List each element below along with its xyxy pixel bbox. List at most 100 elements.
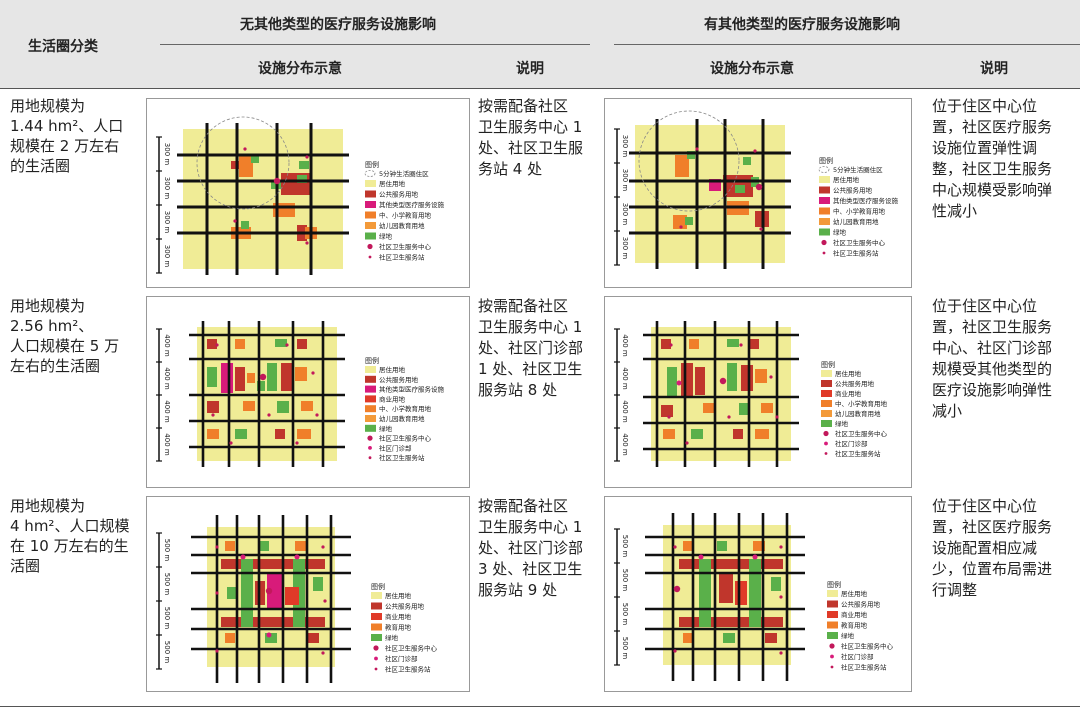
facility-dot — [285, 343, 289, 347]
row2-note-right: 位于住区中心位 置，社区卫生服务 中心、社区门诊部 规模受其他类型的 医疗设施影… — [932, 297, 1053, 420]
legend-title: 图例 — [371, 582, 385, 591]
land-use-patch — [281, 363, 293, 391]
scale-label: 500 m — [621, 569, 629, 592]
legend-swatch — [821, 400, 832, 407]
land-use-patch — [695, 367, 705, 395]
facility-dot — [259, 373, 267, 381]
facility-dot — [323, 599, 327, 603]
legend-swatch — [371, 602, 382, 610]
facility-dot — [295, 441, 299, 445]
legend-swatch — [365, 366, 376, 373]
land-use-patch — [241, 221, 249, 229]
facility-dot — [215, 545, 219, 549]
legend-label: 公共服务用地 — [379, 375, 419, 384]
land-use-patch — [207, 367, 217, 387]
facility-dot — [673, 545, 677, 549]
facility-dot — [233, 219, 237, 223]
legend-label: 社区门诊部 — [379, 443, 412, 452]
legend-swatch — [827, 590, 838, 597]
scale-label: 500 m — [163, 573, 171, 596]
land-use-patch — [719, 573, 733, 603]
land-use-patch — [297, 429, 311, 439]
legend-label: 中、小学教育用地 — [379, 404, 432, 413]
legend-swatch — [374, 667, 378, 671]
land-use-patch — [685, 217, 693, 225]
land-use-patch — [753, 541, 765, 551]
legend-label: 社区卫生服务中心 — [379, 434, 432, 443]
facility-dot — [769, 375, 773, 379]
land-use-patch — [755, 369, 767, 383]
legend-swatch — [364, 170, 376, 177]
legend-title: 图例 — [365, 356, 379, 365]
facility-dot — [265, 587, 273, 595]
legend-swatch — [821, 390, 832, 397]
legend-label: 绿地 — [833, 228, 847, 237]
legend-label: 公共服务用地 — [841, 600, 881, 609]
facility-dot — [753, 149, 757, 153]
facility-dot — [739, 343, 743, 347]
header-divider-right — [614, 44, 1080, 45]
land-use-patch — [239, 155, 253, 177]
row2-diagram-left: 400 m 400 m 400 m 400 m 图例 居住用地 公共服务用地 其他类型医疗服务… — [146, 296, 470, 488]
land-use-patch — [727, 363, 737, 391]
legend-swatch — [365, 385, 376, 393]
scale-label: 300 m — [163, 177, 171, 200]
land-use-patch — [663, 429, 675, 439]
land-use-patch — [207, 339, 217, 349]
legend-swatch — [821, 420, 832, 427]
legend-label: 幼儿园教育用地 — [833, 217, 879, 226]
residential-area — [635, 125, 785, 263]
scale-label: 500 m — [163, 539, 171, 562]
legend-label: 中、小学教育用地 — [835, 399, 888, 408]
scale-label: 300 m — [163, 143, 171, 166]
legend-swatch — [373, 645, 379, 651]
legend-label: 其他类型医疗服务设施 — [379, 200, 445, 209]
facility-dot — [755, 183, 763, 191]
land-use-patch — [689, 339, 699, 349]
header-group-right: 有其他类型的医疗服务设施影响 — [704, 17, 900, 33]
facility-dot — [215, 649, 219, 653]
legend-label: 中、小学教育用地 — [833, 207, 886, 216]
land-use-patch — [681, 363, 693, 397]
land-use-patch — [267, 363, 277, 391]
land-use-patch — [683, 541, 693, 551]
facility-dot — [243, 147, 247, 151]
facility-dot — [669, 343, 673, 347]
facility-dot — [673, 585, 681, 593]
land-use-patch — [749, 559, 761, 627]
legend-swatch — [818, 166, 830, 173]
legend-swatch — [823, 430, 829, 437]
facility-dot — [676, 380, 682, 386]
legend-swatch — [821, 380, 832, 387]
land-use-patch — [207, 401, 219, 413]
facility-dot — [266, 632, 272, 638]
legend-label: 社区卫生服务中心 — [835, 429, 888, 438]
scale-label: 400 m — [163, 400, 171, 423]
land-use-patch — [231, 161, 239, 169]
legend-label: 社区卫生服务中心 — [379, 242, 432, 251]
row3-category: 用地规模为 4 hm²、人口规模 在 10 万左右的生 活圈 — [10, 497, 130, 575]
legend-label: 绿地 — [835, 419, 849, 428]
scale-label: 500 m — [163, 607, 171, 630]
row1-note-right: 位于住区中心位 置，社区医疗服务 设施位置弹性调 整，社区卫生服务 中心规模受影… — [932, 97, 1053, 220]
scale-label: 300 m — [621, 237, 629, 260]
land-use-patch — [235, 367, 245, 391]
legend-swatch — [827, 632, 838, 639]
scale-label: 400 m — [163, 334, 171, 357]
facility-dot — [752, 554, 758, 560]
land-use-patch — [221, 363, 233, 393]
facility-dot — [698, 554, 704, 560]
facility-dot — [679, 225, 683, 229]
row2-category: 用地规模为 2.56 hm²、 人口规模在 5 万 左右的生活圈 — [10, 297, 120, 375]
legend-swatch — [374, 656, 378, 661]
land-use-patch — [277, 401, 289, 413]
scale-label: 500 m — [621, 603, 629, 626]
legend-swatch — [371, 634, 382, 641]
five-minute-circle — [638, 110, 740, 212]
land-use-patch — [313, 577, 323, 591]
land-use-patch — [241, 559, 253, 627]
facility-dot — [215, 591, 219, 595]
land-use-patch — [699, 559, 711, 627]
legend-swatch — [830, 665, 834, 669]
legend-label: 绿地 — [379, 232, 393, 241]
